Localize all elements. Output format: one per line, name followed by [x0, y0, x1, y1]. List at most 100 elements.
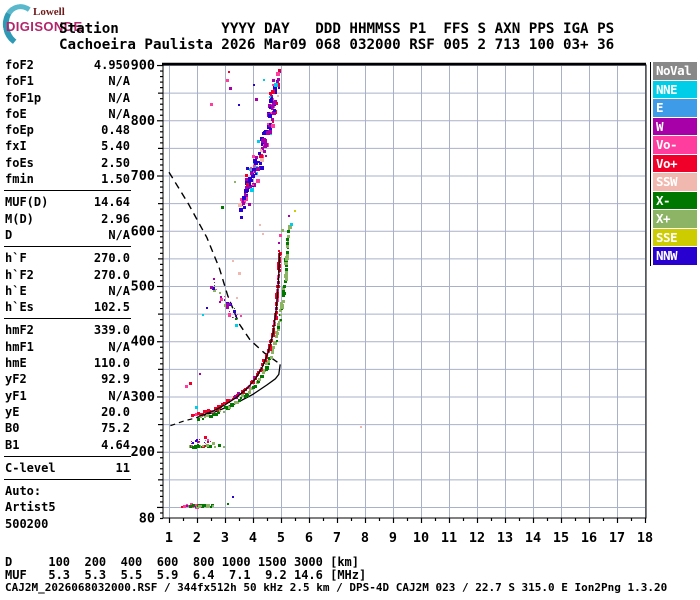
echo-point [256, 179, 260, 183]
param-label: h`F [5, 251, 27, 266]
param-label: D [5, 227, 13, 242]
y-tick-label: 500 [131, 278, 155, 294]
param-value: N/A [108, 227, 130, 242]
param-value: N/A [108, 388, 130, 403]
echo-point [237, 402, 239, 404]
y-tick-label: 700 [131, 168, 155, 184]
echo-point [238, 104, 240, 106]
echo-point [272, 79, 275, 82]
logo-digisonde-text: DIGISONDE [6, 19, 83, 34]
y-tick-label: 800 [131, 113, 155, 129]
ionogram-data [168, 69, 362, 509]
echo-point [212, 505, 214, 507]
echo-point [261, 375, 264, 378]
echo-point [263, 79, 265, 81]
echo-point [248, 203, 251, 206]
cluster-es-second-reflection-band [189, 444, 216, 449]
echo-point [235, 315, 237, 317]
panel-divider [4, 479, 131, 481]
panel-divider [4, 455, 131, 457]
x-tick-label: 5 [277, 530, 285, 546]
echo-point [255, 98, 258, 101]
echo-point [196, 439, 198, 441]
echo-point [259, 224, 261, 226]
echo-point [262, 148, 264, 150]
echo-point [232, 317, 233, 318]
echo-point [271, 108, 273, 110]
echo-point [233, 310, 236, 313]
echo-point [273, 109, 276, 112]
param-label: foE [5, 106, 27, 121]
echo-point [273, 320, 275, 322]
param-row: C-level 11 [4, 460, 132, 476]
echo-point [277, 326, 280, 329]
echo-point [207, 441, 208, 442]
param-value: 102.5 [93, 300, 130, 315]
echo-point [205, 443, 206, 444]
echo-point [233, 317, 234, 318]
echo-point [260, 158, 264, 162]
echo-point [199, 413, 202, 416]
echo-point [215, 413, 218, 416]
echo-point [268, 347, 272, 351]
echo-point [290, 223, 293, 226]
legend-item-noval: NoVal [653, 62, 697, 80]
param-value: N/A [108, 74, 130, 89]
legend-item-w: W [653, 117, 697, 135]
param-value: N/A [108, 106, 130, 121]
echo-point [229, 314, 230, 315]
param-label: yF2 [5, 372, 27, 387]
echo-point [254, 171, 256, 173]
echo-point [223, 446, 225, 448]
param-row: B1 4.64 [4, 437, 132, 453]
echo-point [221, 403, 224, 406]
echo-point [218, 444, 221, 447]
muf-distance-row: D 100 200 400 600 800 1000 1500 3000 [km… [5, 555, 360, 569]
echo-point [261, 363, 264, 366]
echo-point [288, 215, 290, 217]
echo-point [227, 503, 229, 505]
echo-point [202, 418, 204, 420]
echo-point [279, 234, 282, 237]
echo-point [244, 189, 248, 193]
echo-point [206, 444, 209, 447]
echo-point [275, 89, 277, 91]
legend-item-vo: Vo+ [653, 154, 697, 172]
echo-point [192, 504, 195, 507]
param-label: yE [5, 404, 20, 419]
y-tick-label: 80 [139, 511, 155, 527]
echo-point [270, 356, 273, 359]
echo-point [216, 408, 219, 411]
echo-point [265, 155, 267, 157]
file-info-row: CAJ2M_2026068032000.RSF / 344fx512h 50 k… [5, 581, 668, 594]
echo-point [286, 242, 289, 245]
param-label: foEp [5, 123, 34, 138]
echo-point [294, 210, 296, 212]
echo-point [228, 406, 231, 409]
echo-point [245, 186, 248, 189]
echo-point [269, 96, 271, 98]
echo-point [228, 71, 230, 73]
echo-point [271, 124, 275, 128]
echo-point [256, 167, 260, 171]
y-tick-label: 600 [131, 223, 155, 239]
echo-point [277, 328, 280, 331]
echo-point [252, 168, 256, 172]
echo-point [275, 335, 278, 338]
echo-point [280, 319, 282, 321]
param-label: fmin [5, 172, 34, 187]
echo-point [197, 418, 200, 421]
echo-point [255, 173, 257, 175]
echo-point [285, 278, 288, 281]
legend-item-x: X- [653, 191, 697, 209]
echo-point [286, 238, 289, 241]
autoscaling-info-line: Artist5 [5, 500, 56, 515]
echo-point [266, 131, 270, 135]
echo-point [285, 270, 288, 273]
echo-point [242, 196, 246, 200]
echo-point [195, 406, 198, 409]
param-row: yF1 N/A [4, 388, 132, 404]
echo-point [250, 188, 254, 192]
param-label: fxI [5, 139, 27, 154]
echo-point [262, 132, 265, 135]
